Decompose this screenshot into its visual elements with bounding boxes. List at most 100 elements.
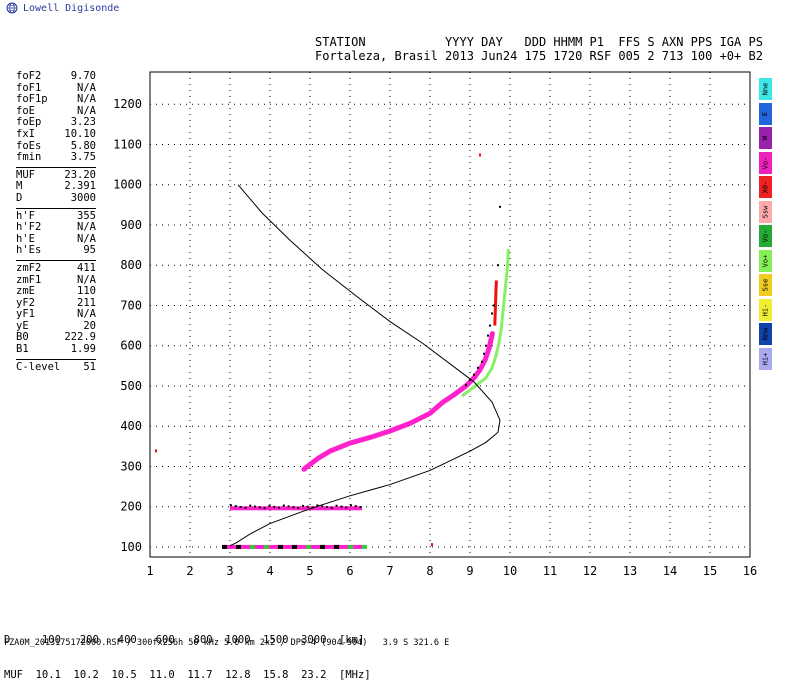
legend-item-label: Vo- bbox=[761, 156, 770, 169]
f-trace-dot bbox=[499, 205, 501, 208]
param-value: N/A bbox=[77, 221, 96, 234]
legend-item: Vo+ bbox=[759, 249, 772, 272]
f-trace-red bbox=[493, 280, 498, 326]
e-layer-dot bbox=[320, 544, 325, 549]
legend-item: Sse bbox=[759, 274, 772, 296]
legend-item-label: W bbox=[761, 135, 770, 141]
f-trace-dot bbox=[493, 304, 495, 307]
y-tick-label: 1200 bbox=[113, 97, 142, 111]
legend-item-label: Hi- bbox=[761, 303, 770, 316]
param-row: D 3000 bbox=[16, 191, 96, 205]
param-row: h'F 355 bbox=[16, 209, 96, 223]
header-line-1: STATION YYYY DAY DDD HHMM P1 FFS S AXN P… bbox=[315, 35, 763, 49]
e-layer-dot bbox=[236, 544, 241, 549]
param-row: foEp 3.23 bbox=[16, 117, 96, 129]
param-row: foF2 9.70 bbox=[16, 70, 96, 83]
param-key: h'Es bbox=[16, 244, 42, 257]
param-row: fxI 10.10 bbox=[16, 127, 96, 141]
legend-item: Vo- bbox=[759, 151, 772, 174]
e-layer-dot bbox=[362, 544, 367, 549]
param-key: fmin bbox=[16, 151, 42, 164]
y-tick-label: 700 bbox=[120, 298, 142, 312]
es-layer-dot bbox=[239, 505, 242, 508]
electron-density-profile bbox=[229, 184, 501, 547]
param-value: 5.80 bbox=[70, 139, 96, 152]
es-layer-dot bbox=[316, 504, 319, 507]
param-value: 20 bbox=[83, 319, 96, 332]
legend-item: Vo- bbox=[759, 225, 772, 247]
param-row: h'Es 95 bbox=[16, 245, 96, 257]
legend-item-label: Nne bbox=[761, 82, 770, 96]
param-value: 355 bbox=[77, 209, 96, 222]
param-key: foF1p bbox=[16, 93, 48, 106]
param-separator bbox=[16, 259, 96, 261]
f-trace-green bbox=[461, 249, 510, 398]
y-tick-label: 1100 bbox=[113, 137, 142, 151]
legend-item: W bbox=[759, 127, 772, 149]
es-layer-dot bbox=[287, 505, 290, 508]
plot-frame bbox=[149, 71, 751, 558]
f-trace-dot bbox=[483, 352, 485, 355]
param-value: 3.23 bbox=[70, 116, 96, 129]
x-tick-label: 16 bbox=[743, 564, 757, 578]
param-key: foEp bbox=[16, 116, 42, 129]
es-layer-dot bbox=[254, 505, 256, 508]
es-layer-dot bbox=[268, 505, 271, 508]
param-value: 1.99 bbox=[70, 343, 96, 356]
param-value: 211 bbox=[77, 296, 96, 309]
x-tick-label: 9 bbox=[466, 564, 473, 578]
param-row: fmin 3.75 bbox=[16, 152, 96, 164]
es-layer-dot bbox=[340, 505, 343, 508]
x-tick-label: 5 bbox=[306, 564, 313, 578]
param-row: B1 1.99 bbox=[16, 343, 96, 356]
es-layer-dot bbox=[230, 504, 232, 507]
outlier-point bbox=[479, 153, 481, 157]
legend-item: Hi+ bbox=[759, 347, 772, 370]
muf-table: D 100 200 400 600 800 1000 1500 3000 [km… bbox=[4, 612, 371, 693]
f-trace-dot bbox=[473, 373, 475, 376]
f-trace-dot bbox=[485, 344, 487, 347]
x-tick-label: 2 bbox=[186, 564, 193, 578]
param-key: zmF2 bbox=[16, 261, 42, 274]
es-layer-dot bbox=[330, 506, 333, 509]
param-key: yF1 bbox=[16, 308, 35, 321]
param-row: M 2.391 bbox=[16, 181, 96, 193]
param-value: 3.75 bbox=[70, 151, 96, 164]
legend-item-label: E bbox=[761, 111, 770, 116]
param-key: h'F2 bbox=[16, 221, 42, 234]
param-row: yF1 N/A bbox=[16, 309, 96, 321]
y-tick-label: 900 bbox=[120, 218, 142, 232]
param-value: 110 bbox=[77, 285, 96, 298]
param-row: MUF 23.20 bbox=[16, 169, 96, 182]
param-row: foF1 N/A bbox=[16, 81, 96, 95]
es-layer-dot bbox=[335, 504, 338, 507]
param-value: 10.10 bbox=[64, 127, 96, 140]
es-layer-dot bbox=[263, 507, 266, 510]
param-row: foF1p N/A bbox=[16, 94, 96, 106]
param-key: D bbox=[16, 191, 23, 204]
es-layer-dot bbox=[345, 506, 348, 509]
param-key: foF1 bbox=[16, 81, 42, 94]
e-layer-dot bbox=[348, 544, 353, 549]
param-row: B0 222.9 bbox=[16, 332, 96, 344]
param-key: yE bbox=[16, 319, 29, 332]
param-key: B1 bbox=[16, 343, 29, 356]
y-tick-label: 800 bbox=[120, 258, 142, 272]
param-row: foEs 5.80 bbox=[16, 139, 96, 153]
es-layer-dot bbox=[278, 506, 280, 509]
e-layer-dot bbox=[250, 544, 255, 549]
x-tick-label: 10 bbox=[503, 564, 517, 578]
header-line-2: Fortaleza, Brasil 2013 Jun24 175 1720 RS… bbox=[315, 49, 763, 63]
es-layer-dot bbox=[282, 504, 285, 507]
es-layer-dot bbox=[321, 505, 324, 508]
param-row: C-level 51 bbox=[16, 361, 96, 374]
param-row: h'E N/A bbox=[16, 233, 96, 246]
param-value: N/A bbox=[77, 273, 96, 286]
param-value: 9.70 bbox=[70, 70, 96, 82]
legend-item: Ssw bbox=[759, 200, 772, 223]
parameter-panel: foF2 9.70 foF1 N/A foF1p N/A foE N/A foEp 3.23 fxI… bbox=[16, 70, 96, 374]
legend-item: Nne bbox=[759, 78, 772, 100]
f-trace-dot bbox=[469, 378, 471, 381]
legend-item-label: Hi+ bbox=[761, 352, 770, 365]
f-trace-dot bbox=[465, 384, 467, 387]
